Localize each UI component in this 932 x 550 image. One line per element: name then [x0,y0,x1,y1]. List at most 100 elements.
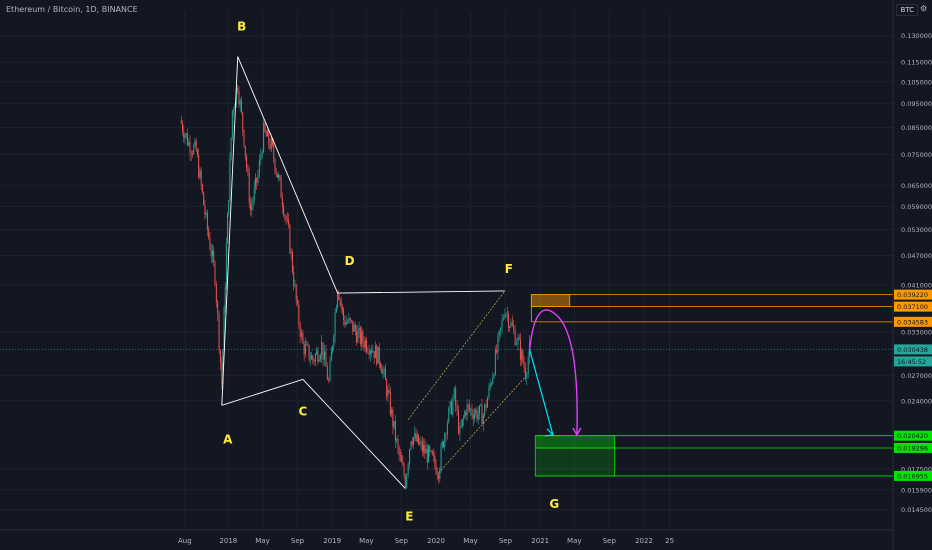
candle-body [206,212,208,230]
candle-body [222,349,224,385]
candle-body [200,170,202,185]
candle-body [359,327,361,344]
candle-body [201,184,203,193]
candle-body [279,175,281,178]
candle-body [384,368,386,381]
candle-body [261,152,263,156]
candle-body [431,450,433,455]
candle-body [522,350,524,363]
x-tick-label: 2020 [427,537,445,545]
candle-body [274,158,276,172]
candle-body [517,337,519,344]
candle-body [450,401,452,415]
candle-body [214,262,216,285]
candle-body [493,374,495,377]
candle-body [324,351,326,360]
candle-body [332,346,334,352]
settings-gear-icon[interactable]: ⚙ [920,4,928,13]
x-tick-label: Sep [291,537,305,545]
candle-body [348,318,350,323]
candle-body [223,307,225,350]
candle-body [506,313,508,315]
x-tick-label: 2018 [219,537,237,545]
candle-body [481,404,483,424]
candle-body [523,362,525,368]
candle-body [407,464,409,475]
candle-body [351,320,353,321]
candle-body [185,133,187,136]
candle-body [497,335,499,353]
candle-body [251,205,253,211]
candle-body [321,342,323,356]
candle-body [344,319,346,326]
candle-body [482,415,484,424]
candle-body [391,409,393,415]
candle-body [381,367,383,374]
candle-body [492,376,494,384]
y-tick-label: 0.015900 [901,486,932,494]
candle-body [317,350,319,362]
y-tick-label: 0.085000 [901,124,932,132]
wave-label-b: B [237,20,246,34]
candle-body [367,350,369,352]
candle-body [518,337,520,340]
candle-body [364,340,366,348]
candle-body [371,350,373,353]
candle-body [356,331,358,343]
candle-body [295,284,297,301]
candle-body [276,173,278,178]
candle-body [289,225,291,254]
candle-body [285,216,287,221]
candle-body [218,313,220,350]
candle-body [221,362,223,385]
y-tick-label: 0.065000 [901,182,932,190]
y-tick-label: 0.075000 [901,151,932,159]
candle-body [438,474,440,479]
candle-body [434,455,436,465]
candle-body [418,434,420,445]
countdown-label-text: 16:45:52 [897,358,926,366]
candle-body [280,177,282,198]
wave-label-c: C [298,404,307,418]
price-label-text: 0.016955 [897,472,928,480]
candle-body [229,158,231,201]
price-label-text: 0.030438 [897,346,928,354]
candle-body [273,145,275,159]
projection-cyan-arrowhead [544,428,555,437]
y-tick-label: 0.017500 [901,466,932,474]
currency-badge[interactable]: BTC [896,4,918,16]
price-label-box [894,344,932,355]
candle-body [183,131,185,139]
price-label-box [894,316,932,327]
candle-body [480,404,482,406]
candle-body [270,138,272,150]
candle-body [425,448,427,454]
projection-magenta-curve [528,309,578,435]
candle-body [524,367,526,379]
wave-line-ce [302,379,406,489]
y-tick-label: 0.095000 [901,100,932,108]
x-tick-label: Sep [603,537,617,545]
x-tick-label: Sep [499,537,513,545]
candle-body [368,351,370,355]
wave-label-d: D [345,254,355,268]
candle-body [347,322,349,323]
candle-body [373,351,375,359]
candle-body [389,391,391,415]
candle-body [326,366,328,380]
candle-body [429,446,431,452]
x-tick-label: Aug [178,537,192,545]
price-label-text: 0.019296 [897,444,928,452]
candle-body [382,370,384,374]
candle-body [444,433,446,447]
candle-body [269,143,271,150]
green-target-zone-lower [534,447,616,477]
candle-body [511,322,513,327]
candle-body [322,342,324,360]
candle-body [372,351,374,353]
candle-body [213,250,215,263]
candle-body [414,432,416,438]
